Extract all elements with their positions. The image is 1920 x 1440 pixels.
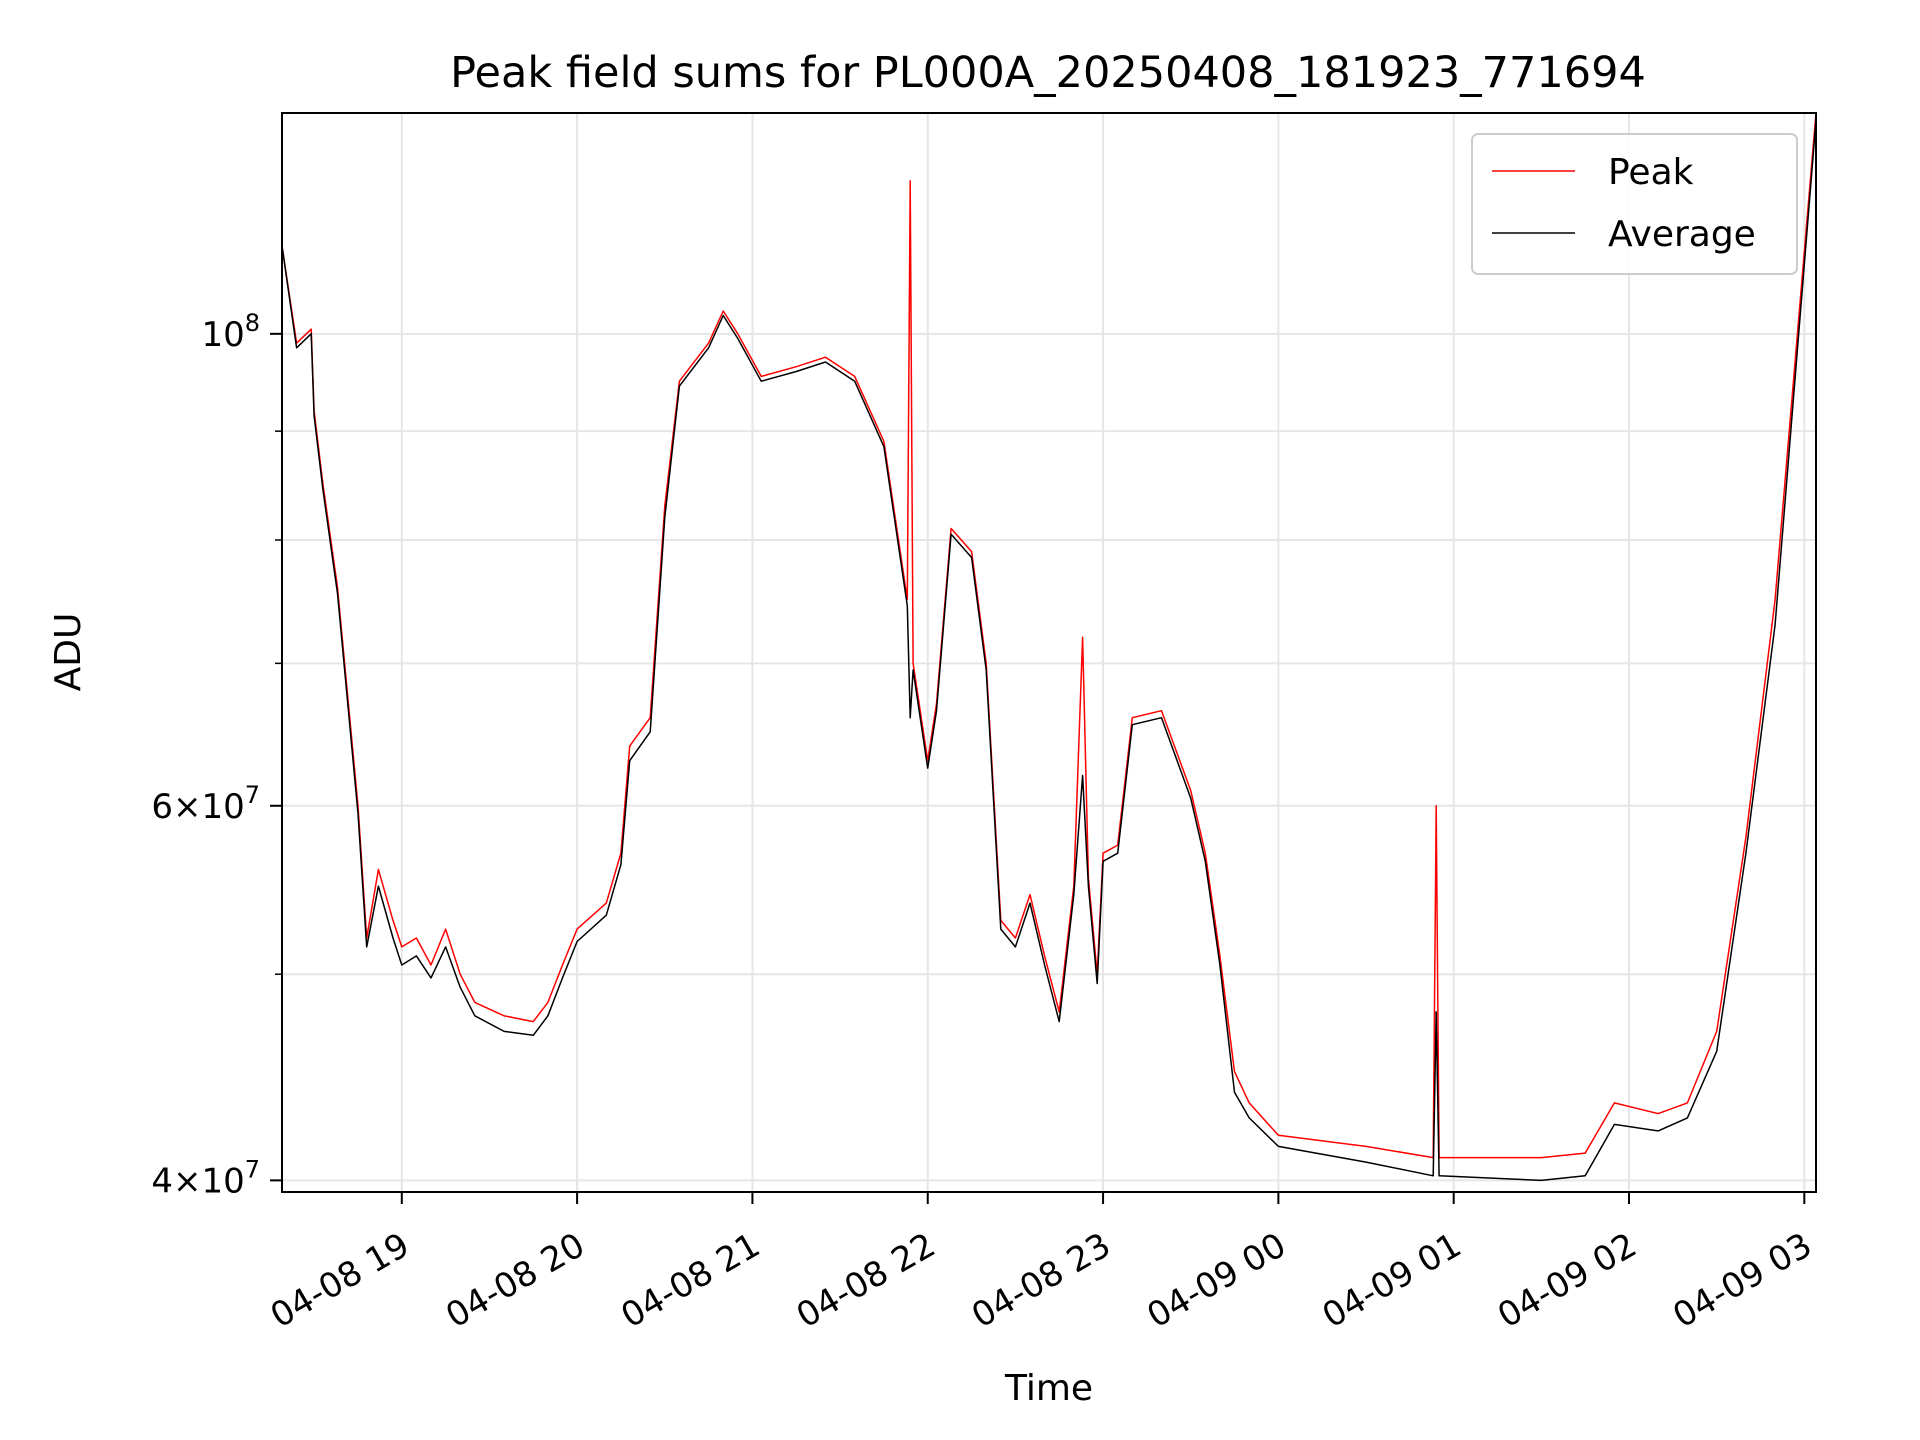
y-axis-label: ADU xyxy=(48,613,89,692)
grid xyxy=(282,113,1816,1192)
series-line-peak xyxy=(281,112,1817,1159)
x-axis-label: Time xyxy=(1004,1368,1093,1409)
y-tick-label: 6×107 xyxy=(151,781,260,827)
y-tick-label-base: 4×10 xyxy=(151,1161,244,1201)
y-tick-label-base: 6×10 xyxy=(151,787,244,827)
series-line-average xyxy=(281,120,1817,1182)
y-tick-label: 108 xyxy=(201,309,260,355)
y-tick-label-exponent: 7 xyxy=(245,1155,260,1183)
legend: Peak Average xyxy=(1471,133,1798,275)
legend-label-peak: Peak xyxy=(1608,152,1694,193)
y-tick-label-exponent: 8 xyxy=(245,309,260,337)
legend-label-average: Average xyxy=(1608,214,1756,255)
legend-box xyxy=(1471,133,1798,275)
y-tick-label-base: 10 xyxy=(201,315,244,355)
y-tick-label: 4×107 xyxy=(151,1155,260,1201)
plot-lines xyxy=(281,112,1817,1182)
plot-frame xyxy=(281,112,1817,1193)
chart-title: Peak field sums for PL000A_20250408_1819… xyxy=(450,48,1646,98)
y-tick-label-exponent: 7 xyxy=(245,781,260,809)
